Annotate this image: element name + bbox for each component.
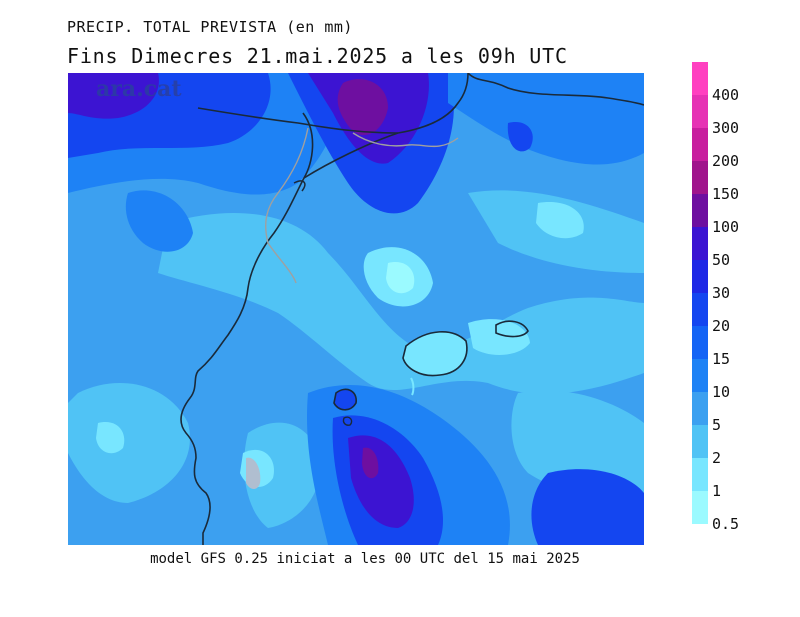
albufera-lagoon: [246, 457, 261, 489]
darker-spot-east: [507, 122, 533, 152]
legend-label: 200: [712, 152, 740, 170]
chart-subtitle: Fins Dimecres 21.mai.2025 a les 09h UTC: [67, 44, 568, 68]
ara-cat-logo: ara.cat: [96, 76, 182, 102]
legend-label: 5: [712, 416, 722, 434]
light-patch-west: [68, 383, 190, 503]
catalonia-aragon-border: [265, 127, 309, 284]
iberian-coastline: [180, 112, 314, 545]
legend-swatch: [692, 62, 708, 95]
purple-core-south: [362, 447, 379, 479]
mallorca: [402, 331, 468, 377]
cyan-spot-5: [96, 422, 125, 454]
legend-swatch: [692, 293, 708, 326]
legend-swatch: [692, 260, 708, 293]
catalonia-france-border: [352, 132, 459, 148]
cyan-spot-3: [468, 319, 530, 355]
legend-label: 10: [712, 383, 731, 401]
legend-label: 15: [712, 350, 731, 368]
legend-swatch: [692, 326, 708, 359]
color-scale-labels: 400 300 200 150 100 50 30 20 15 10 5 2 1 0.5: [712, 0, 792, 617]
legend-swatch: [692, 359, 708, 392]
legend-label: 150: [712, 185, 740, 203]
deep-zone-southeast: [531, 469, 644, 545]
legend-label: 300: [712, 119, 740, 137]
legend-label: 50: [712, 251, 731, 269]
legend-swatch: [692, 458, 708, 491]
purple-core-north: [337, 79, 388, 136]
french-coastline: [467, 73, 644, 106]
ebro-delta: [293, 180, 306, 192]
light-patch-south: [244, 422, 320, 528]
legend-label: 400: [712, 86, 740, 104]
light-patch-east: [511, 390, 644, 497]
chart-title: PRECIP. TOTAL PREVISTA (en mm): [67, 18, 353, 36]
legend-label: 30: [712, 284, 731, 302]
legend-swatch: [692, 227, 708, 260]
precipitation-map: [68, 73, 644, 545]
catalan-coastline: [303, 73, 469, 179]
legend-label: 2: [712, 449, 722, 467]
legend-swatch: [692, 425, 708, 458]
cyan-spot-2: [536, 202, 584, 239]
legend-swatch: [692, 95, 708, 128]
legend-swatch: [692, 194, 708, 227]
legend-swatch: [692, 161, 708, 194]
color-scale-legend: [692, 62, 708, 524]
deep-zone-west: [125, 190, 193, 252]
purple-core-northwest: [68, 73, 159, 119]
legend-label: 20: [712, 317, 731, 335]
legend-swatch: [692, 392, 708, 425]
legend-label: 0.5: [712, 515, 740, 533]
pyrenees-border: [197, 107, 399, 134]
ibiza: [333, 388, 357, 411]
legend-label: 100: [712, 218, 740, 236]
legend-swatch: [692, 491, 708, 524]
menorca: [495, 320, 529, 338]
legend-label: 1: [712, 482, 722, 500]
mallorca-west-strip: [410, 377, 415, 396]
model-info-footer: model GFS 0.25 iniciat a les 00 UTC del …: [150, 551, 580, 567]
formentera: [342, 416, 353, 426]
pale-spot-1: [386, 262, 415, 294]
legend-swatch: [692, 128, 708, 161]
